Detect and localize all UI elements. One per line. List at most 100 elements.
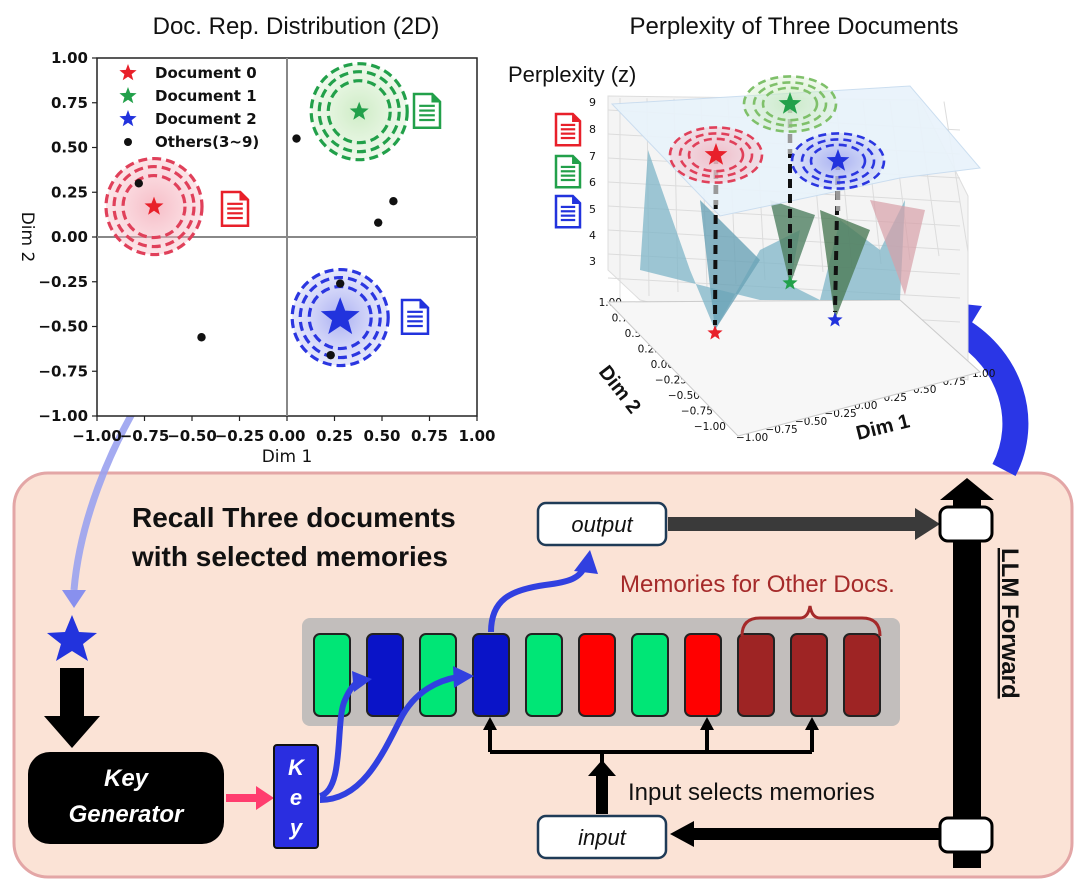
other-doc-point	[292, 134, 301, 143]
document-2-cluster	[290, 267, 390, 368]
key-to-memory-arrow	[319, 674, 459, 803]
llm-forward-label: LLM Forward	[996, 548, 1023, 699]
memory-cell	[578, 633, 616, 717]
x-tick-label: 1.00	[458, 427, 495, 445]
surface-peak-star	[704, 143, 728, 165]
z-tick-label: 3	[589, 255, 596, 268]
llm-bottom-node	[938, 816, 994, 854]
y-tick-label: −1.00	[694, 421, 726, 433]
surface-floor	[606, 299, 982, 437]
surface-doc-0-icon	[554, 112, 582, 147]
other-doc-point	[326, 350, 335, 360]
input-label: input	[578, 825, 627, 850]
llm-forward-arrowhead	[940, 478, 994, 500]
x-tick-label: −0.75	[120, 427, 170, 445]
llm-forward-bar	[953, 500, 981, 868]
z-tick-label: 9	[589, 96, 596, 109]
key-letter: e	[290, 785, 302, 810]
surface-valley	[820, 210, 870, 320]
document-0-icon	[220, 190, 250, 228]
scatter-ylabel: Dim 2	[17, 212, 37, 263]
scatter-legend: Document 0 Document 1 Document 2 Others(3~9…	[119, 64, 259, 151]
arrowhead	[915, 508, 940, 540]
x-tick-label: 0.25	[316, 427, 353, 445]
diagram-heading-line2: with selected memories	[131, 541, 448, 572]
surface-valley	[770, 200, 815, 285]
legend-label: Document 2	[155, 110, 257, 128]
x-tick-label: −0.50	[167, 427, 217, 445]
other-doc-point	[374, 218, 383, 227]
memory-cell	[472, 633, 510, 717]
legend-marker	[119, 64, 137, 81]
surface-document-2	[790, 132, 886, 327]
y-tick-label: −0.50	[38, 318, 88, 336]
y-tick-label: 0.50	[51, 139, 88, 157]
memory-cell	[790, 633, 828, 717]
x-tick-label: −0.25	[215, 427, 265, 445]
arrowhead	[256, 786, 274, 810]
surface-min-star	[782, 275, 798, 290]
surface-doc-2-icon	[554, 194, 582, 229]
x-tick-label: 0.00	[268, 427, 305, 445]
z-tick-label: 6	[589, 176, 596, 189]
arrowhead	[453, 666, 474, 688]
y-tick-label: 0.75	[51, 94, 88, 112]
z-tick-label: 8	[589, 123, 596, 136]
z-tick-label: 4	[589, 229, 596, 242]
document-2-star	[47, 615, 97, 661]
y-tick-label: −0.25	[38, 273, 88, 291]
star-to-generator-arrow	[60, 668, 84, 718]
y-tick-label: −0.75	[681, 406, 713, 418]
scatter-title: Doc. Rep. Distribution (2D)	[153, 13, 440, 40]
key-generator-line1: Key	[104, 765, 150, 792]
memory-cell	[631, 633, 669, 717]
other-memories-brace	[740, 605, 882, 637]
memory-cell	[419, 633, 457, 717]
input-box	[536, 814, 668, 860]
diagram-heading-line1: Recall Three documents	[132, 502, 456, 533]
arrowhead	[44, 716, 100, 748]
other-doc-point	[197, 333, 206, 342]
document-1-icon	[412, 92, 442, 130]
x-tick-label: 0.50	[363, 427, 400, 445]
llm-forward-curve-arrow	[952, 318, 1029, 476]
surface-min-star	[827, 312, 843, 327]
legend-label: Document 0	[155, 64, 257, 82]
y-tick-label: −0.25	[655, 375, 687, 387]
z-tick-label: 5	[589, 203, 596, 216]
arrowhead	[483, 717, 497, 730]
surface-doc-1-icon	[554, 154, 582, 189]
output-box	[536, 501, 668, 547]
input-selects-label: Input selects memories	[628, 779, 875, 806]
surface-min-star	[707, 325, 723, 340]
scatter-xlabel: Dim 1	[262, 447, 313, 467]
surface-peak-star	[826, 149, 850, 171]
document-0-point	[144, 196, 164, 215]
legend-marker	[119, 110, 137, 127]
memory-cell	[843, 633, 881, 717]
memory-cell	[737, 633, 775, 717]
key-letter: K	[288, 755, 306, 780]
document-1-point	[349, 101, 369, 120]
arrowhead	[805, 717, 819, 730]
surface-title: Perplexity of Three Documents	[629, 13, 958, 40]
surface-zlabel: Perplexity (z)	[508, 62, 636, 87]
memory-to-output-arrow	[488, 564, 588, 633]
other-memories-label: Memories for Other Docs.	[620, 571, 895, 598]
legend-marker	[124, 138, 132, 146]
z-tick-label: 7	[589, 150, 596, 163]
arrowhead	[670, 821, 694, 847]
surface-chart: 98765431.000.750.500.250.00−0.25−0.50−0.…	[589, 75, 995, 444]
surface-document-0	[668, 126, 764, 340]
memory-cell	[525, 633, 563, 717]
llm-top-node	[938, 505, 994, 543]
other-doc-point	[336, 279, 345, 288]
legend-label: Others(3~9)	[155, 133, 259, 151]
arrowhead	[574, 550, 598, 574]
arrowhead	[62, 590, 86, 608]
surface-peak-star	[778, 92, 802, 114]
y-tick-label: 0.00	[51, 228, 88, 246]
other-doc-point	[134, 179, 143, 188]
x-tick-label: −1.00	[736, 432, 768, 444]
